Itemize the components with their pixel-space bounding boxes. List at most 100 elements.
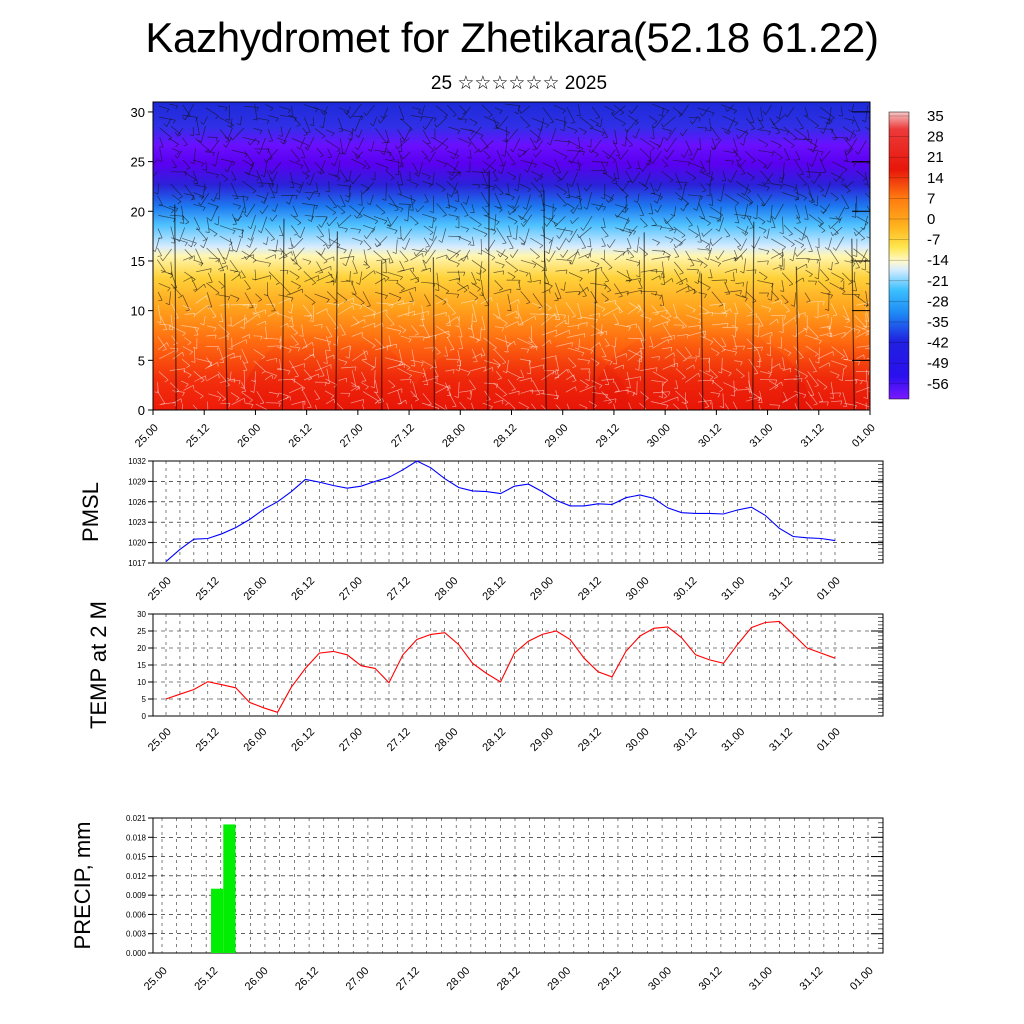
- precip-x-tick-label: 29.00: [545, 965, 573, 993]
- temp-2m-series-line: [165, 620, 836, 713]
- precip-x-tick-label: 31.00: [747, 965, 775, 993]
- pmsl-frame: [152, 460, 884, 564]
- colorbar-label: 7: [927, 190, 935, 207]
- precip-y-tick-label: 0.003: [126, 930, 147, 939]
- pmsl-y-tick-label: 1023: [128, 518, 146, 527]
- precip-x-tick-label: 25.12: [192, 965, 220, 993]
- precip-x-tick-label: 29.12: [596, 965, 624, 993]
- temp-2m-x-tick-label: 30.00: [624, 726, 652, 754]
- chart-title: Kazhydromet for Zhetikara(52.18 61.22): [145, 14, 879, 61]
- heatmap-y-tick-label: 30: [131, 105, 145, 120]
- heatmap-y-tick-label: 5: [138, 353, 145, 368]
- colorbar-label: 0: [927, 211, 935, 228]
- precip-x-tick-label: 26.00: [243, 965, 271, 993]
- colorbar-label: -21: [927, 273, 949, 290]
- heatmap-x-tick-label: 29.12: [594, 422, 622, 450]
- temp-2m-y-tick-label: 20: [137, 644, 146, 653]
- colorbar-label: -14: [927, 252, 949, 269]
- precip-bar: [223, 824, 236, 953]
- colorbar-label: -28: [927, 293, 949, 310]
- colorbar-ramp: [888, 111, 910, 400]
- heatmap-x-tick-label: 27.00: [338, 422, 366, 450]
- precip-frame: [152, 817, 884, 954]
- heatmap-y-tick-label: 25: [131, 155, 145, 170]
- pmsl-series-line: [165, 460, 836, 563]
- heatmap-y-tick-label: 15: [131, 254, 145, 269]
- pmsl-x-tick-label: 30.00: [624, 575, 652, 603]
- heatmap-panel: 0 5 10 15 20 25 30 25.00 25.12 26.00 26.12 27.00 27…: [131, 101, 878, 450]
- colorbar: 35 28 21 14 7 0 -7 -14 -21 -28 -35 -42 -49 -56: [888, 108, 949, 400]
- wind-barbs: [153, 103, 870, 410]
- pmsl-x-tick-label: 30.12: [672, 575, 700, 603]
- heatmap-y-tick-label: 0: [138, 403, 145, 418]
- precip-y-axis-label: PRECIP, mm: [70, 822, 95, 950]
- temp-2m-x-tick-label: 27.12: [385, 726, 413, 754]
- pmsl-y-tick-label: 1029: [128, 477, 146, 486]
- precip-x-tick-label: 30.12: [697, 965, 725, 993]
- temp-2m-frame: [152, 613, 884, 717]
- pmsl-x-tick-label: 31.00: [719, 575, 747, 603]
- pmsl-x-tick-label: 01.00: [815, 575, 843, 603]
- temp-2m-x-tick-label: 31.00: [719, 726, 747, 754]
- colorbar-label: 35: [927, 108, 944, 125]
- temp-2m-x-tick-label: 26.00: [241, 726, 269, 754]
- precip-y-tick-label: 0.009: [126, 891, 147, 900]
- heatmap-x-tick-label: 30.12: [696, 422, 724, 450]
- temp-2m-y-tick-label: 30: [137, 610, 146, 619]
- heatmap-x-axis: 25.00 25.12 26.00 26.12 27.00 27.12 28.00 28.12…: [133, 410, 878, 450]
- colorbar-label: 28: [927, 129, 944, 146]
- pmsl-y-axis-label: PMSL: [78, 482, 103, 542]
- temp-2m-x-tick-label: 29.12: [576, 726, 604, 754]
- temp-2m-x-tick-label: 28.12: [480, 726, 508, 754]
- temp-2m-x-tick-label: 27.00: [337, 726, 365, 754]
- temp-2m-x-tick-label: 25.00: [146, 726, 174, 754]
- temp-2m-x-tick-label: 25.12: [194, 726, 222, 754]
- precip-y-tick-label: 0.021: [126, 814, 147, 823]
- precip-y-tick-label: 0.000: [126, 949, 147, 958]
- pmsl-panel: 1017 1020 1023 1026 1029 1032 25.00 25.12 26.00 2…: [78, 457, 884, 603]
- heatmap-y-tick-label: 20: [131, 204, 145, 219]
- pmsl-x-tick-label: 27.00: [337, 575, 365, 603]
- colorbar-label: -56: [927, 376, 949, 393]
- colorbar-label: -49: [927, 355, 949, 372]
- pmsl-x-tick-label: 31.12: [767, 575, 795, 603]
- precip-x-tick-label: 30.00: [646, 965, 674, 993]
- heatmap-x-tick-label: 26.12: [287, 422, 315, 450]
- temp-2m-y-tick-label: 15: [137, 661, 146, 670]
- heatmap-x-tick-label: 27.12: [389, 422, 417, 450]
- heatmap-x-tick-label: 01.00: [850, 422, 878, 450]
- colorbar-labels: 35 28 21 14 7 0 -7 -14 -21 -28 -35 -42 -49 -56: [889, 108, 949, 393]
- colorbar-label: -7: [927, 232, 940, 249]
- heatmap-y-tick-label: 10: [131, 304, 145, 319]
- temp-2m-x-tick-label: 29.00: [528, 726, 556, 754]
- pmsl-x-tick-label: 25.00: [146, 575, 174, 603]
- precip-x-tick-label: 28.00: [444, 965, 472, 993]
- precip-x-tick-label: 26.12: [293, 965, 321, 993]
- pmsl-x-tick-label: 26.12: [289, 575, 317, 603]
- temp-2m-y-tick-label: 10: [137, 678, 146, 687]
- heatmap-x-tick-label: 25.00: [133, 422, 161, 450]
- colorbar-label: 21: [927, 149, 944, 166]
- precip-x-tick-label: 25.00: [142, 965, 170, 993]
- precip-y-tick-label: 0.006: [126, 910, 147, 919]
- colorbar-label: -42: [927, 335, 949, 352]
- precip-x-tick-label: 31.12: [797, 965, 825, 993]
- temp-2m-x-tick-label: 01.00: [815, 726, 843, 754]
- colorbar-label: -35: [927, 314, 949, 331]
- precip-y-tick-label: 0.012: [126, 872, 147, 881]
- colorbar-label: 14: [927, 170, 944, 187]
- pmsl-x-tick-label: 29.00: [528, 575, 556, 603]
- heatmap-x-tick-label: 31.12: [799, 422, 827, 450]
- heatmap-x-tick-label: 31.00: [747, 422, 775, 450]
- heatmap-x-tick-label: 25.12: [184, 422, 212, 450]
- precip-x-tick-label: 27.12: [394, 965, 422, 993]
- precip-y-tick-label: 0.018: [126, 833, 147, 842]
- pmsl-y-tick-label: 1026: [128, 498, 146, 507]
- pmsl-x-tick-label: 28.12: [480, 575, 508, 603]
- pmsl-x-tick-label: 25.12: [194, 575, 222, 603]
- heatmap-x-tick-label: 29.00: [543, 422, 571, 450]
- temp-2m-y-tick-label: 5: [142, 695, 147, 704]
- pmsl-x-tick-label: 29.12: [576, 575, 604, 603]
- heatmap-x-tick-label: 28.00: [440, 422, 468, 450]
